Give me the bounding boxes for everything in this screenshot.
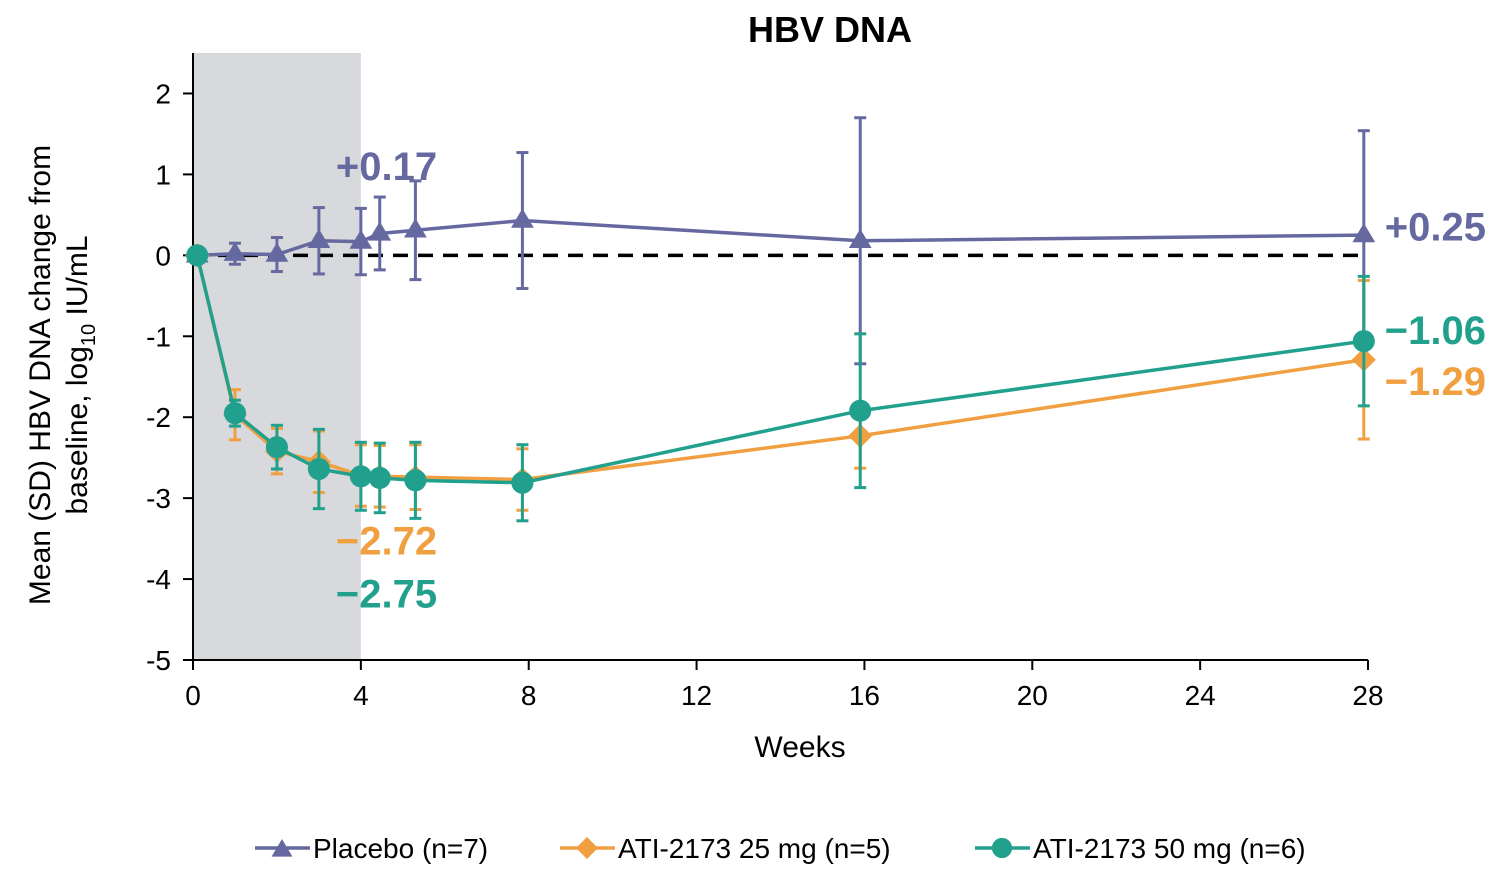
x-tick-label: 0	[185, 680, 201, 711]
y-axis-label-subscript: 10	[78, 324, 100, 346]
value-annotation: −1.06	[1385, 309, 1486, 353]
y-axis-label-line2: baseline, log10 IU/mL	[61, 235, 100, 514]
series-ati50	[186, 244, 1375, 523]
data-point	[223, 241, 247, 261]
data-point	[368, 466, 391, 489]
data-point	[511, 471, 534, 494]
data-point	[223, 402, 247, 425]
y-tick-label: -3	[146, 483, 171, 514]
data-point	[1352, 330, 1375, 353]
y-tick-label: -2	[146, 402, 171, 433]
x-tick-label: 12	[681, 680, 712, 711]
value-annotation: −2.75	[336, 572, 437, 616]
legend-item-ati50: ATI-2173 50 mg (n=6)	[975, 833, 1306, 864]
data-point	[265, 242, 289, 262]
data-point	[848, 228, 872, 248]
legend-marker	[576, 837, 598, 859]
data-point	[511, 208, 534, 228]
data-point	[307, 457, 330, 481]
data-point	[265, 436, 288, 459]
series-line	[195, 254, 1365, 482]
value-annotation: +0.25	[1385, 206, 1486, 250]
x-tick-label: 28	[1352, 680, 1383, 711]
legend-marker	[991, 837, 1013, 859]
y-tick-label: -1	[146, 321, 171, 352]
y-axis-label-line1: Mean (SD) HBV DNA change from	[24, 145, 57, 605]
legend-label: Placebo (n=7)	[313, 833, 488, 864]
data-point	[849, 399, 872, 422]
data-point	[349, 229, 373, 249]
chart-title: HBV DNA	[748, 9, 912, 50]
data-point	[404, 469, 427, 492]
data-point	[349, 465, 372, 488]
x-tick-label: 16	[849, 680, 880, 711]
data-point	[186, 244, 209, 267]
value-annotation: −2.72	[336, 520, 437, 564]
legend: Placebo (n=7) ATI-2173 25 mg (n=5) ATI-217…	[255, 833, 1306, 864]
series-line	[195, 254, 1365, 485]
data-point	[307, 228, 331, 248]
y-axis-label-prefix: baseline, log	[61, 346, 94, 514]
y-axis-label-suffix: IU/mL	[61, 235, 94, 323]
legend-marker	[271, 839, 293, 857]
x-axis-label: Weeks	[754, 731, 845, 764]
y-tick-label: 2	[155, 78, 171, 109]
y-tick-label: 0	[155, 240, 171, 271]
data-point	[368, 221, 392, 241]
x-tick-label: 4	[353, 680, 369, 711]
y-tick-label: -4	[146, 564, 171, 595]
y-tick-label: -5	[146, 645, 171, 676]
legend-item-placebo: Placebo (n=7)	[255, 833, 488, 864]
legend-item-ati25: ATI-2173 25 mg (n=5)	[560, 833, 891, 864]
x-tick-label: 24	[1185, 680, 1216, 711]
data-point	[1352, 223, 1376, 243]
data-point	[404, 218, 427, 238]
legend-label: ATI-2173 25 mg (n=5)	[618, 833, 891, 864]
value-annotation: +0.17	[336, 145, 437, 189]
y-tick-label: 1	[155, 159, 171, 190]
value-annotation: −1.29	[1385, 360, 1486, 404]
x-tick-label: 8	[521, 680, 537, 711]
x-tick-label: 20	[1017, 680, 1048, 711]
legend-label: ATI-2173 50 mg (n=6)	[1033, 833, 1306, 864]
